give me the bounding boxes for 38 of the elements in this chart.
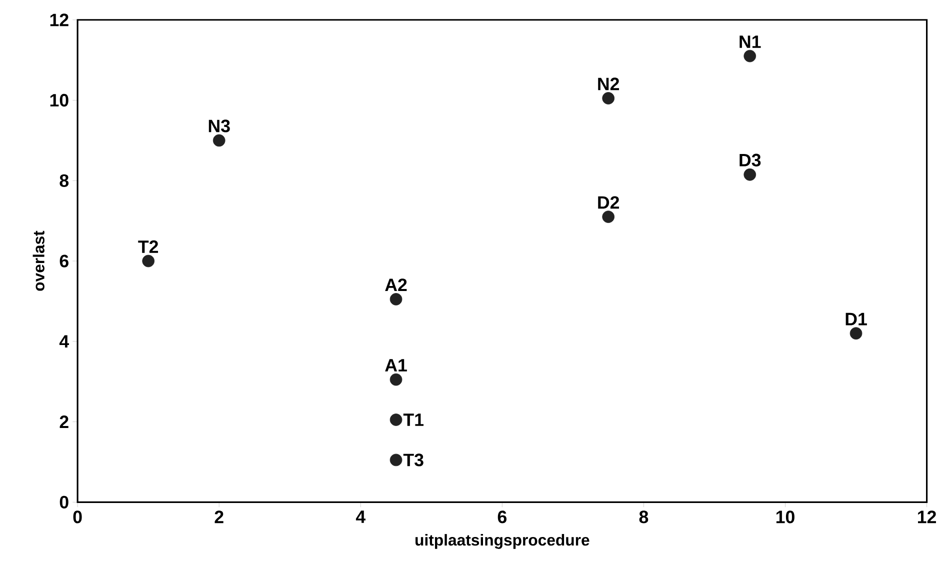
x-tick-label: 2 [214,510,224,524]
annotation: D3 [740,154,761,167]
y-tick-label: 6 [60,254,68,268]
y-tick-label: 0 [60,496,68,509]
point [744,168,756,181]
x-tick-label: 0 [73,510,82,524]
y-tick-label: 4 [59,335,69,348]
annotation: T2 [138,240,158,253]
point [744,50,756,62]
x-tick-label: 12 [918,510,936,524]
y-axis-title: overlast [32,230,44,291]
y-tick-label: 10 [50,94,68,107]
annotation: T1 [403,414,424,426]
annotation: N2 [598,78,620,90]
x-tick-label: 4 [356,510,366,524]
annotation: T3 [403,454,424,466]
y-tick-label: 2 [60,416,68,428]
x-axis-title: uitplaatsingsprocedure [416,534,590,549]
point [390,293,402,306]
point [390,374,402,386]
x-tick-label: 6 [498,510,506,524]
annotation: D1 [846,313,867,326]
annotation: A1 [385,359,407,372]
y-tick-label: 8 [60,174,69,188]
point [212,134,226,147]
annotation: A2 [385,278,407,292]
point [390,414,402,426]
annotation: N1 [740,36,761,48]
annotation: D2 [598,196,620,209]
point [602,210,614,224]
y-tick-label: 12 [50,14,68,26]
x-tick-label: 8 [639,510,648,524]
x-tick-label: 10 [776,510,794,524]
point [142,254,154,268]
point [390,454,402,466]
point [850,327,862,340]
annotation: N3 [208,120,230,132]
point [602,92,614,105]
